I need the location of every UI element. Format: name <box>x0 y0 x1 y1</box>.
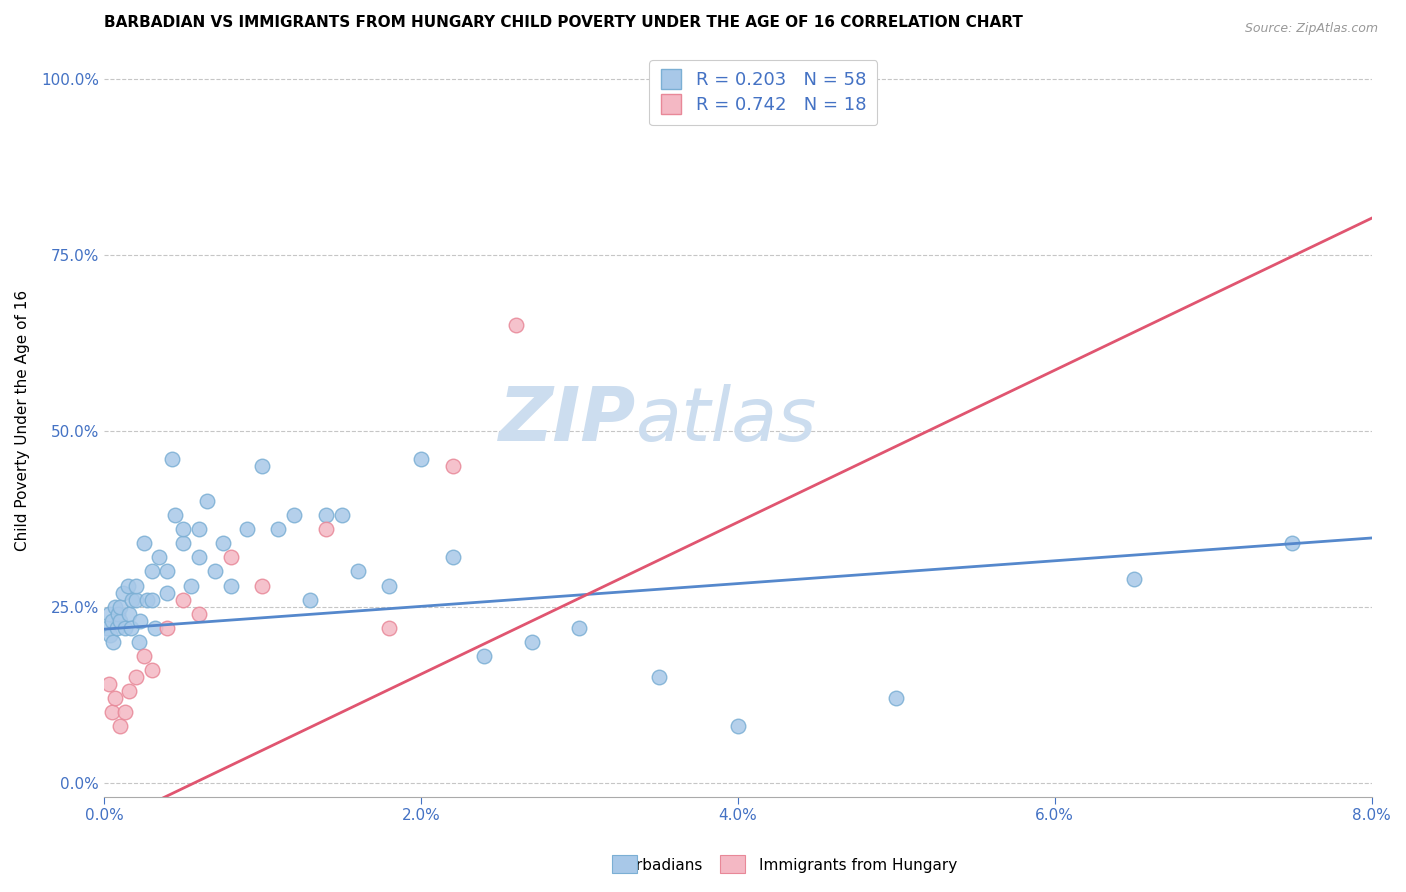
Point <box>103 635 125 649</box>
Point <box>219 578 242 592</box>
Point <box>135 592 157 607</box>
Point <box>315 508 337 523</box>
Text: Source: ZipAtlas.com: Source: ZipAtlas.com <box>1244 22 1378 36</box>
Point <box>108 719 131 733</box>
Point <box>97 677 120 691</box>
Point <box>884 691 907 706</box>
Point <box>441 550 464 565</box>
Point <box>148 550 170 565</box>
Point <box>156 585 179 599</box>
Point <box>505 318 527 333</box>
Text: Barbadians: Barbadians <box>617 858 703 872</box>
Point <box>104 691 127 706</box>
Point <box>101 614 124 628</box>
Point <box>727 719 749 733</box>
Point <box>378 578 401 592</box>
Point <box>124 670 146 684</box>
Point <box>97 607 120 621</box>
Text: BARBADIAN VS IMMIGRANTS FROM HUNGARY CHILD POVERTY UNDER THE AGE OF 16 CORRELATI: BARBADIAN VS IMMIGRANTS FROM HUNGARY CHI… <box>104 15 1022 30</box>
Point <box>124 592 146 607</box>
Point <box>121 592 143 607</box>
Point <box>124 578 146 592</box>
Point <box>156 565 179 579</box>
Point <box>165 508 187 523</box>
Text: ZIP: ZIP <box>499 384 637 457</box>
Legend: R = 0.203   N = 58, R = 0.742   N = 18: R = 0.203 N = 58, R = 0.742 N = 18 <box>650 61 877 125</box>
Point <box>211 536 233 550</box>
Point <box>141 565 163 579</box>
Point <box>441 458 464 473</box>
Text: Immigrants from Hungary: Immigrants from Hungary <box>759 858 957 872</box>
Point <box>105 621 128 635</box>
Point <box>267 522 290 536</box>
Point <box>117 578 139 592</box>
Point <box>330 508 353 523</box>
Point <box>101 705 124 719</box>
Point <box>132 536 155 550</box>
Point <box>568 621 591 635</box>
Point <box>141 663 163 677</box>
Text: atlas: atlas <box>637 384 818 456</box>
Point <box>98 628 121 642</box>
Point <box>188 550 211 565</box>
Point <box>195 494 218 508</box>
Point <box>108 614 131 628</box>
Point <box>132 648 155 663</box>
Point <box>298 592 321 607</box>
Point <box>156 621 179 635</box>
Point <box>114 621 136 635</box>
Point <box>472 648 495 663</box>
Point <box>235 522 257 536</box>
Point <box>118 607 141 621</box>
Point <box>252 458 274 473</box>
Point <box>96 621 118 635</box>
Point <box>1123 572 1146 586</box>
Point <box>120 621 142 635</box>
Point <box>315 522 337 536</box>
Point <box>172 522 194 536</box>
Point <box>129 614 152 628</box>
Point <box>252 578 274 592</box>
Point <box>108 599 131 614</box>
Point <box>1281 536 1303 550</box>
Point <box>143 621 166 635</box>
Point <box>520 635 543 649</box>
Point <box>160 451 183 466</box>
Point <box>378 621 401 635</box>
Point <box>180 578 202 592</box>
Point <box>409 451 432 466</box>
Point <box>647 670 669 684</box>
Point <box>219 550 242 565</box>
Point <box>188 522 211 536</box>
Point <box>118 684 141 698</box>
Point <box>283 508 305 523</box>
Point <box>188 607 211 621</box>
Point <box>107 607 129 621</box>
Point <box>111 585 134 599</box>
Point <box>104 599 127 614</box>
Point <box>172 592 194 607</box>
Y-axis label: Child Poverty Under the Age of 16: Child Poverty Under the Age of 16 <box>15 290 30 550</box>
Point <box>204 565 226 579</box>
Point <box>128 635 150 649</box>
Point <box>346 565 368 579</box>
Point <box>114 705 136 719</box>
Point <box>172 536 194 550</box>
Point <box>141 592 163 607</box>
